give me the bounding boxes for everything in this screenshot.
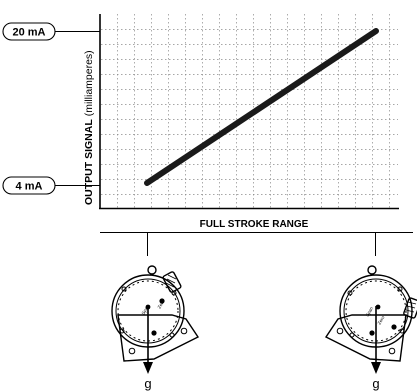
y-axis-label: OUTPUT SIGNAL (milliamperes) xyxy=(83,50,95,205)
y-axis-label-unit: (milliamperes) xyxy=(83,50,95,116)
positioner-left: Span Zero g xyxy=(111,265,200,391)
zero-label-left: Zero xyxy=(157,299,166,310)
gravity-label-left: g xyxy=(144,376,151,391)
output-signal-line xyxy=(144,28,379,186)
gravity-label-right: g xyxy=(372,376,379,391)
span-label-left: Span xyxy=(141,303,151,315)
tick-label-4ma-text: 4 mA xyxy=(16,181,43,193)
x-axis-label: FULL STROKE RANGE xyxy=(200,219,309,230)
span-label-right: Span xyxy=(365,305,375,317)
tick-label-4ma: 4 mA xyxy=(2,176,100,195)
zero-label-right: Zero xyxy=(377,315,386,326)
stroke-range-bracket xyxy=(100,232,413,256)
y-axis-label-bold: OUTPUT SIGNAL xyxy=(83,119,95,205)
positioner-right: Span Zero g xyxy=(324,265,417,391)
tick-label-20ma: 20 mA xyxy=(2,22,100,41)
tick-label-20ma-text: 20 mA xyxy=(12,27,45,39)
